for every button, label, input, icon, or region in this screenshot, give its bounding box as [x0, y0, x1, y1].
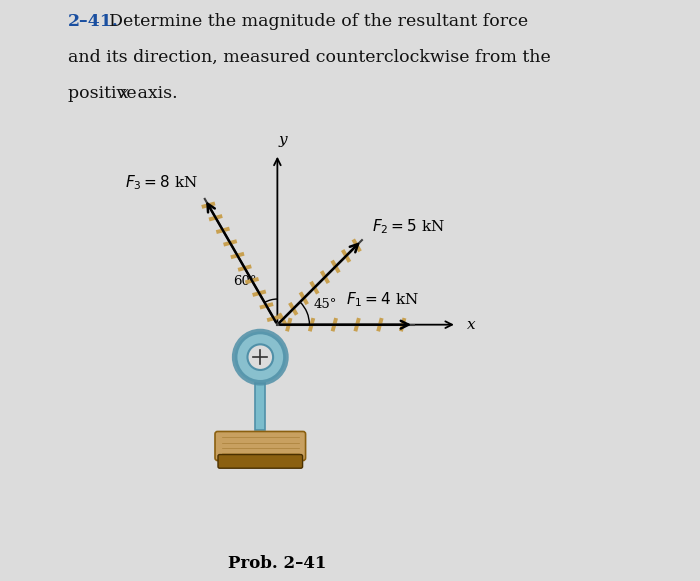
- FancyBboxPatch shape: [218, 454, 302, 468]
- Text: and its direction, measured counterclockwise from the: and its direction, measured counterclock…: [68, 49, 551, 66]
- Text: x: x: [467, 318, 476, 332]
- Text: Prob. 2–41: Prob. 2–41: [228, 555, 327, 572]
- Circle shape: [234, 332, 286, 383]
- Text: axis.: axis.: [132, 85, 178, 102]
- Text: y: y: [278, 133, 287, 147]
- Text: 60°: 60°: [233, 275, 257, 288]
- Text: $F_2 = 5$ kN: $F_2 = 5$ kN: [372, 217, 445, 236]
- FancyBboxPatch shape: [215, 432, 306, 461]
- Text: x: x: [119, 85, 129, 102]
- FancyBboxPatch shape: [256, 383, 265, 430]
- Text: Determine the magnitude of the resultant force: Determine the magnitude of the resultant…: [109, 13, 528, 30]
- Text: 45°: 45°: [314, 297, 337, 311]
- Text: positive: positive: [68, 85, 142, 102]
- Text: $F_1 = 4$ kN: $F_1 = 4$ kN: [346, 290, 419, 309]
- Text: 2–41.: 2–41.: [68, 13, 119, 30]
- Text: $F_3 = 8$ kN: $F_3 = 8$ kN: [125, 173, 198, 192]
- Circle shape: [248, 345, 273, 370]
